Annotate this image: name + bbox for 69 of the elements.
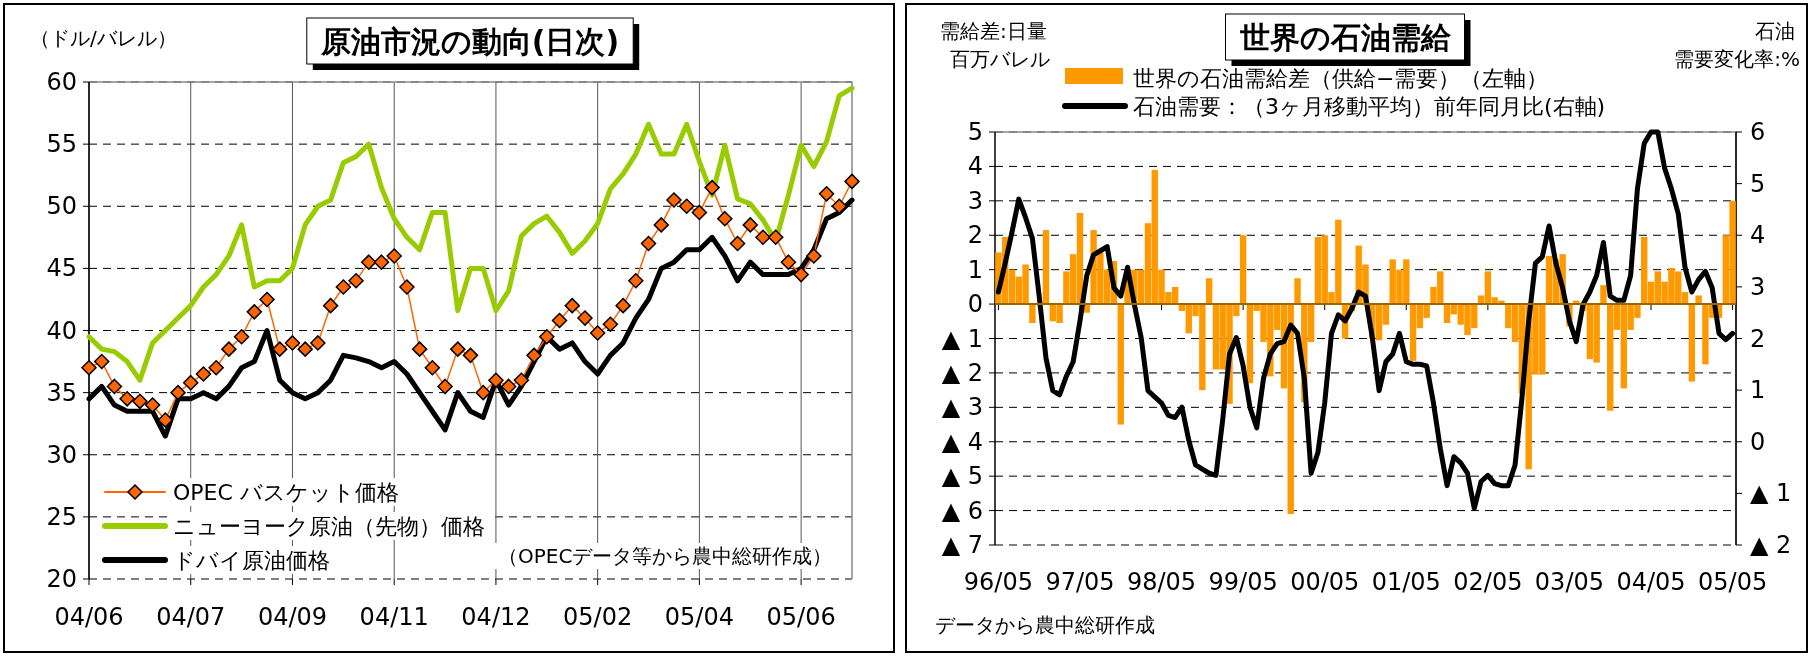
- legend-label: 世界の石油需給差（供給−需要）（左軸）: [1133, 66, 1549, 91]
- y-tick-label: 35: [46, 378, 77, 407]
- y-axis-title: （ドル/バレル）: [30, 26, 177, 50]
- bar: [1117, 304, 1124, 425]
- y-tick-label: 40: [46, 316, 77, 345]
- bar: [1239, 235, 1247, 305]
- x-tick-label: 97/05: [1045, 568, 1115, 596]
- x-tick-label: 00/05: [1290, 568, 1360, 596]
- x-tick-label: 01/05: [1371, 568, 1441, 596]
- y-tick-label: 1: [967, 255, 983, 284]
- y2-tick-label: 6: [1750, 118, 1766, 146]
- x-tick-label: 99/05: [1208, 568, 1278, 596]
- legend-label: ドバイ原油価格: [173, 548, 330, 573]
- x-tick-label: 04/07: [156, 603, 226, 631]
- x-tick-label: 04/11: [359, 603, 429, 631]
- legend-label: OPEC バスケット価格: [173, 480, 399, 505]
- y-tick-label: 25: [46, 502, 77, 531]
- x-tick-label: 04/05: [1616, 568, 1686, 596]
- x-tick-label: 04/06: [54, 603, 124, 631]
- x-tick-label: 05/06: [766, 603, 836, 631]
- y2-tick-label: ▲ 2: [1750, 531, 1792, 559]
- y-tick-label: ▲ 6: [941, 496, 983, 525]
- y-tick-label: 2: [967, 221, 983, 250]
- x-tick-label: 05/04: [664, 603, 734, 631]
- y-tick-label: 4: [967, 152, 983, 181]
- y-tick-label: 3: [967, 186, 983, 215]
- y-tick-label: 20: [46, 565, 77, 593]
- y2-tick-label: 5: [1750, 169, 1766, 198]
- y2-tick-label: ▲ 1: [1750, 479, 1792, 508]
- x-tick-label: 02/05: [1453, 568, 1523, 596]
- bar: [1600, 285, 1607, 305]
- y-tick-label: ▲ 7: [941, 531, 983, 559]
- bar: [1029, 304, 1036, 324]
- text: データから農中総研作成: [935, 613, 1155, 637]
- y-tick-label: 30: [46, 440, 77, 469]
- x-tick-label: 96/05: [963, 568, 1033, 596]
- y2-tick-label: 4: [1750, 221, 1766, 250]
- x-tick-label: 05/02: [563, 603, 633, 631]
- y-tick-label: 60: [46, 68, 77, 96]
- y-tick-label: 5: [967, 118, 983, 146]
- bar: [1042, 230, 1050, 305]
- legend-label: 石油需要：（3ヶ月移動平均）前年同月比(右軸): [1133, 94, 1606, 119]
- y2-tick-label: 1: [1750, 376, 1766, 405]
- x-tick-label: 04/12: [461, 603, 531, 631]
- y2-tick-label: 0: [1750, 427, 1766, 456]
- y2-axis-title: 石油需要変化率:%: [1674, 19, 1800, 71]
- legend-label: ニューヨーク原油（先物）価格: [173, 514, 485, 539]
- chart-title: 世界の石油需給: [1238, 20, 1452, 55]
- y-axis-title: 需給差:日量百万バレル: [940, 19, 1050, 71]
- x-tick-label: 98/05: [1126, 568, 1197, 596]
- y-tick-label: ▲ 2: [941, 358, 983, 387]
- annotation: （OPECデータ等から農中総研作成）: [498, 544, 833, 568]
- bar: [1294, 278, 1301, 305]
- y-tick-label: 45: [46, 254, 77, 283]
- y-tick-label: ▲ 3: [941, 393, 983, 422]
- y-tick-label: ▲ 1: [941, 324, 983, 353]
- y-tick-label: 50: [46, 192, 77, 221]
- bar: [1688, 304, 1696, 382]
- x-tick-label: 03/05: [1534, 568, 1605, 596]
- x-tick-label: 05/05: [1698, 568, 1768, 596]
- y-tick-label: ▲ 5: [941, 462, 983, 491]
- y-tick-label: ▲ 4: [941, 427, 983, 456]
- chart-title: 原油市況の動向(日次): [319, 24, 620, 59]
- bar: [1205, 278, 1213, 305]
- y-tick-label: 0: [967, 290, 983, 319]
- y-tick-label: 55: [46, 130, 77, 159]
- y2-tick-label: 3: [1750, 272, 1766, 301]
- x-tick-label: 04/09: [257, 603, 328, 631]
- y2-tick-label: 2: [1750, 324, 1766, 353]
